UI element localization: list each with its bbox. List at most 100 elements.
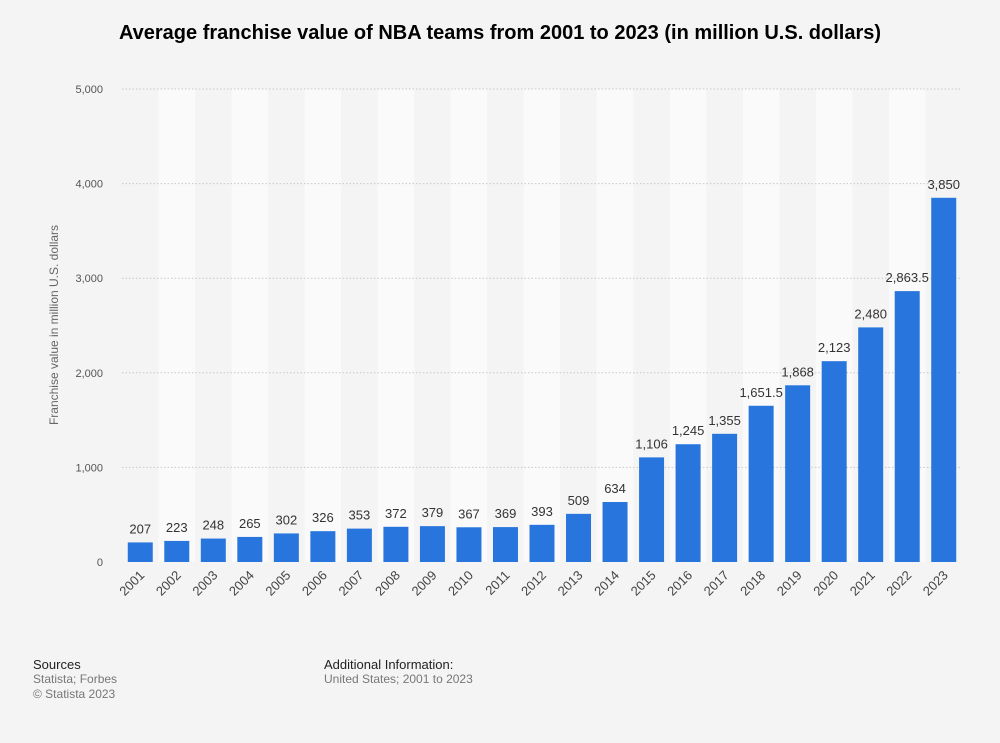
data-label: 223 <box>166 520 188 535</box>
background-band <box>195 89 232 562</box>
x-tick-label: 2013 <box>555 568 586 599</box>
background-band <box>377 89 415 562</box>
x-tick-label: 2014 <box>591 568 622 599</box>
chart-title: Average franchise value of NBA teams fro… <box>118 22 882 44</box>
x-tick-label: 2020 <box>810 568 841 599</box>
data-label: 2,863.5 <box>886 270 929 285</box>
background-band <box>560 89 597 562</box>
data-label: 265 <box>239 516 261 531</box>
y-tick-label: 3,000 <box>75 273 103 285</box>
copyright-text: © Statista 2023 <box>33 687 116 701</box>
y-tick-label: 4,000 <box>75 179 103 191</box>
background-bands <box>122 89 962 562</box>
background-band <box>122 89 159 562</box>
x-tick-label: 2017 <box>701 568 732 599</box>
x-tick-label: 2008 <box>372 568 403 599</box>
data-label: 326 <box>312 510 334 525</box>
background-band <box>487 89 524 562</box>
sources-heading: Sources <box>33 657 81 672</box>
bar <box>639 457 665 562</box>
bar <box>894 291 920 562</box>
bar <box>273 533 299 562</box>
data-label: 3,850 <box>927 177 960 192</box>
data-label: 369 <box>495 506 517 521</box>
data-label: 1,868 <box>781 364 814 379</box>
additional-info-text: United States; 2001 to 2023 <box>324 672 473 686</box>
x-tick-label: 2022 <box>883 568 914 599</box>
bar <box>200 538 226 562</box>
data-label: 379 <box>422 505 444 520</box>
y-tick-label: 1,000 <box>75 462 103 474</box>
bar <box>566 513 592 562</box>
background-band <box>304 89 342 562</box>
data-label: 248 <box>202 518 224 533</box>
data-label: 1,245 <box>672 423 705 438</box>
bar <box>383 526 409 562</box>
x-tick-label: 2011 <box>482 568 512 598</box>
x-axis-ticks: 2001 2002 2003 2004 2005 2006 2007 2008 2009 2010… <box>116 568 951 599</box>
x-tick-label: 2023 <box>920 568 951 599</box>
data-label: 634 <box>604 481 626 496</box>
y-tick-label: 2,000 <box>75 368 103 380</box>
data-label: 393 <box>531 504 553 519</box>
background-band <box>523 89 561 562</box>
bar <box>675 444 701 562</box>
bars <box>127 197 957 563</box>
y-axis-label: Franchise value in million U.S. dollars <box>47 225 61 425</box>
data-label: 2,123 <box>818 340 851 355</box>
additional-info-heading: Additional Information: <box>324 657 454 672</box>
data-label: 1,106 <box>635 436 668 451</box>
bar <box>748 405 774 562</box>
x-tick-label: 2019 <box>774 568 805 599</box>
x-tick-label: 2021 <box>847 568 878 599</box>
background-band <box>414 89 451 562</box>
background-band <box>158 89 196 562</box>
bar <box>858 327 884 562</box>
x-tick-label: 2006 <box>299 568 330 599</box>
data-label: 2,480 <box>854 306 887 321</box>
bar <box>821 361 847 562</box>
bar <box>419 526 445 562</box>
bar <box>529 524 555 562</box>
x-tick-label: 2004 <box>226 568 257 599</box>
x-tick-label: 2009 <box>408 568 439 599</box>
bar <box>310 531 336 562</box>
x-tick-label: 2018 <box>737 568 768 599</box>
bar <box>456 527 482 562</box>
x-tick-label: 2001 <box>116 568 147 599</box>
additional-info-block: Additional Information: United States; 2… <box>324 657 473 687</box>
bar <box>712 433 738 562</box>
bar <box>127 542 153 562</box>
data-label: 1,355 <box>708 413 741 428</box>
data-label: 367 <box>458 506 480 521</box>
background-band <box>268 89 305 562</box>
data-label: 353 <box>349 508 371 523</box>
x-tick-label: 2002 <box>153 568 184 599</box>
data-label: 1,651.5 <box>739 385 782 400</box>
background-band <box>596 89 634 562</box>
x-tick-label: 2010 <box>445 568 476 599</box>
sources-text: Statista; Forbes <box>33 672 118 686</box>
bar <box>237 536 263 562</box>
background-band <box>231 89 269 562</box>
background-band <box>450 89 488 562</box>
data-label: 302 <box>275 512 297 527</box>
y-tick-label: 5,000 <box>75 84 103 96</box>
bar <box>164 540 190 562</box>
background-band <box>341 89 378 562</box>
bar <box>346 528 372 562</box>
sources-block: Sources Statista; Forbes © Statista 2023 <box>33 657 117 702</box>
bar <box>602 502 628 562</box>
x-tick-label: 2012 <box>518 568 549 599</box>
data-label: 207 <box>129 521 151 536</box>
y-axis-ticks: 0 1,000 2,000 3,000 4,000 5,000 <box>75 84 103 569</box>
x-tick-label: 2016 <box>664 568 695 599</box>
data-label: 372 <box>385 506 407 521</box>
x-tick-label: 2015 <box>628 568 659 599</box>
bar <box>785 385 811 562</box>
data-labels: 207 223 248 265 302 326 353 372 379 367 369 393 509 6… <box>129 177 960 537</box>
x-tick-label: 2003 <box>189 568 220 599</box>
x-tick-label: 2005 <box>262 568 293 599</box>
y-tick-label: 0 <box>97 557 103 569</box>
x-tick-label: 2007 <box>335 568 366 599</box>
